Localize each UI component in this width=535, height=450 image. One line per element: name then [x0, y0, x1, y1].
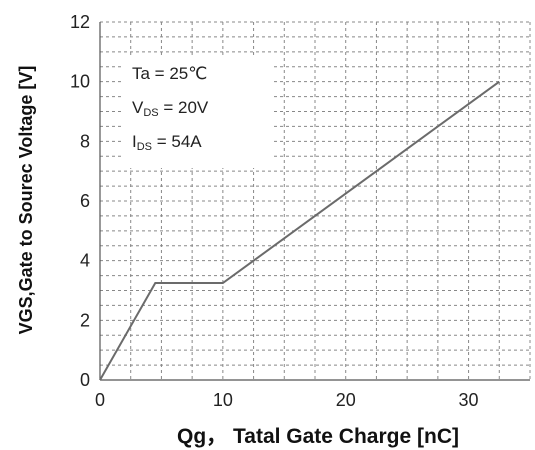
annotation-vds-subscript: DS	[143, 107, 159, 119]
y-tick-label: 10	[70, 72, 90, 92]
y-tick-label: 12	[70, 12, 90, 32]
x-tick-label: 10	[213, 390, 233, 410]
x-tick-label: 30	[459, 390, 479, 410]
annotation-ids-value: = 54A	[152, 132, 202, 151]
y-tick-label: 6	[80, 191, 90, 211]
annotation-vds-symbol: V	[132, 98, 144, 117]
conditions-annotation: Ta = 25℃ VDS = 20V IDS = 54A	[122, 58, 272, 168]
y-tick-label: 8	[80, 131, 90, 151]
series-line	[99, 80, 500, 381]
x-axis-label: Qg， Tatal Gate Charge [nC]	[177, 425, 459, 448]
annotation-ids-symbol: I	[132, 132, 137, 151]
y-tick-label: 4	[80, 251, 90, 271]
annotation-ids-subscript: DS	[136, 141, 153, 153]
axes	[99, 22, 530, 381]
annotation-temperature: Ta = 25℃	[132, 64, 208, 83]
series	[99, 80, 500, 381]
y-tick-label: 0	[80, 370, 90, 390]
annotation-vds: VDS = 20V	[132, 98, 208, 119]
y-axis-label: VGS,Gate to Sourec Voltage [V]	[16, 66, 36, 335]
annotation-vds-value: = 20V	[158, 98, 209, 117]
tick-labels: 0 2 4 6 8 10 12 0 10 20 30	[70, 12, 479, 410]
annotation-ids: IDS = 54A	[132, 132, 202, 153]
x-tick-label: 20	[336, 390, 356, 410]
y-tick-label: 2	[80, 310, 90, 330]
x-tick-label: 0	[95, 390, 105, 410]
